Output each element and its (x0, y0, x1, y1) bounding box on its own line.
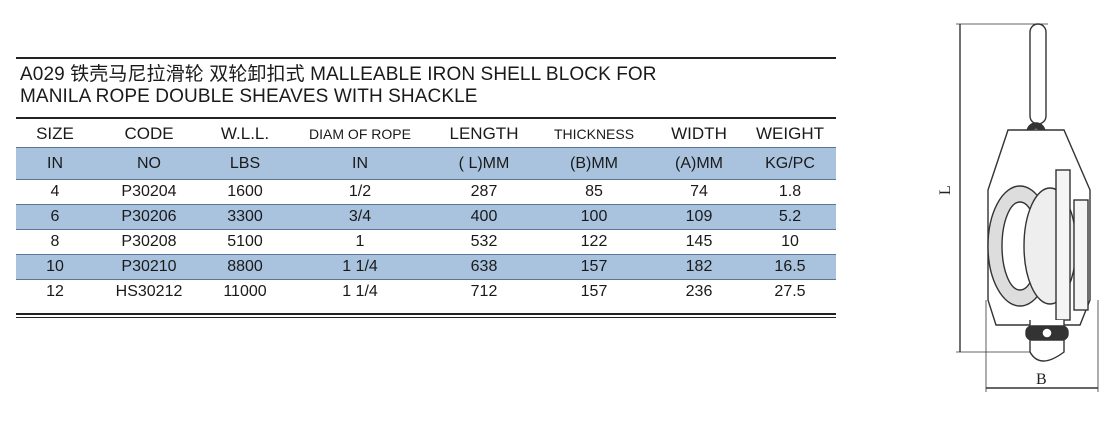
dimension-label-l: L (937, 185, 954, 195)
dimension-label-b: B (1036, 371, 1047, 388)
header-cell: DIAM OF ROPE (309, 125, 411, 142)
unit-cell: IN (16, 147, 94, 180)
header-row: SIZE CODE W.L.L. DIAM OF ROPE LENGTH THI… (16, 120, 836, 148)
table-cell: 712 (470, 283, 498, 300)
table-cell: 236 (685, 283, 713, 300)
header-cell: LENGTH (449, 123, 519, 143)
table-row: 4 P30204 1600 1/2 287 85 74 1.8 (16, 180, 836, 205)
table-cell: 182 (654, 254, 744, 280)
table-cell: 74 (690, 183, 708, 200)
unit-cell: (B)MM (534, 147, 654, 180)
table-cell: 6 (16, 204, 94, 230)
unit-cell: IN (286, 147, 434, 180)
bottom-rule-thin (16, 317, 836, 318)
table-cell: 4 (50, 183, 60, 200)
table-cell: 11000 (223, 283, 267, 300)
unit-cell: ( L)MM (434, 147, 534, 180)
table-cell: 10 (781, 233, 799, 250)
unit-cell: KG/PC (744, 147, 836, 180)
top-rule (16, 57, 836, 59)
table-cell: P30204 (121, 183, 177, 200)
table-cell: 109 (654, 204, 744, 230)
table-row: 12 HS30212 11000 1 1/4 712 157 236 27.5 (16, 280, 836, 305)
table-cell: 3300 (204, 204, 286, 230)
table-cell: 1/2 (348, 183, 372, 200)
bottom-rule (16, 313, 836, 315)
title-line-2: MANILA ROPE DOUBLE SHEAVES WITH SHACKLE (20, 86, 478, 107)
table-cell: 10 (16, 254, 94, 280)
table-cell: 1600 (227, 183, 263, 200)
table-cell: 27.5 (774, 283, 806, 300)
hook-shank (1029, 23, 1047, 125)
unit-cell: (A)MM (654, 147, 744, 180)
table-cell: 16.5 (744, 254, 836, 280)
unit-cell: LBS (204, 147, 286, 180)
table-cell: P30210 (94, 254, 204, 280)
title-underline (16, 117, 836, 119)
table-cell: 3/4 (286, 204, 434, 230)
table-cell: HS30212 (115, 283, 183, 300)
title-line-1: A029 铁壳马尼拉滑轮 双轮卸扣式 MALLEABLE IRON SHELL … (20, 64, 657, 85)
table-cell: 157 (580, 283, 608, 300)
spec-table: SIZE CODE W.L.L. DIAM OF ROPE LENGTH THI… (16, 120, 836, 304)
header-cell: SIZE (36, 123, 74, 143)
table-cell: 12 (46, 283, 64, 300)
table-cell: P30206 (94, 204, 204, 230)
table-cell: 532 (470, 233, 498, 250)
table-cell: 287 (470, 183, 498, 200)
table-cell: 1.8 (778, 183, 802, 200)
block-drawing: L B (937, 23, 1099, 392)
table-cell: 145 (685, 233, 713, 250)
table-cell: 5100 (227, 233, 263, 250)
table-cell: 1 (355, 233, 365, 250)
unit-cell: NO (94, 147, 204, 180)
header-cell: CODE (124, 123, 174, 143)
units-row: IN NO LBS IN ( L)MM (B)MM (A)MM KG/PC (16, 147, 836, 180)
table-cell: 85 (585, 183, 603, 200)
table-cell: 5.2 (744, 204, 836, 230)
table-cell: 157 (534, 254, 654, 280)
table-row: 8 P30208 5100 1 532 122 145 10 (16, 230, 836, 255)
table-cell: 1 1/4 (342, 283, 378, 300)
table-row: 10 P30210 8800 1 1/4 638 157 182 16.5 (16, 254, 836, 280)
table-cell: 122 (580, 233, 608, 250)
table-cell: 8 (50, 233, 60, 250)
table-cell: 1 1/4 (286, 254, 434, 280)
table-row: 6 P30206 3300 3/4 400 100 109 5.2 (16, 204, 836, 230)
table-cell: 400 (434, 204, 534, 230)
header-cell: W.L.L. (220, 123, 270, 143)
table-cell: 638 (434, 254, 534, 280)
header-cell: THICKNESS (553, 125, 635, 142)
header-cell: WIDTH (671, 123, 727, 143)
table-cell: 100 (534, 204, 654, 230)
table-cell: P30208 (121, 233, 177, 250)
product-title: A029 铁壳马尼拉滑轮 双轮卸扣式 MALLEABLE IRON SHELL … (20, 64, 840, 108)
table-cell: 8800 (204, 254, 286, 280)
header-cell: WEIGHT (756, 123, 824, 143)
